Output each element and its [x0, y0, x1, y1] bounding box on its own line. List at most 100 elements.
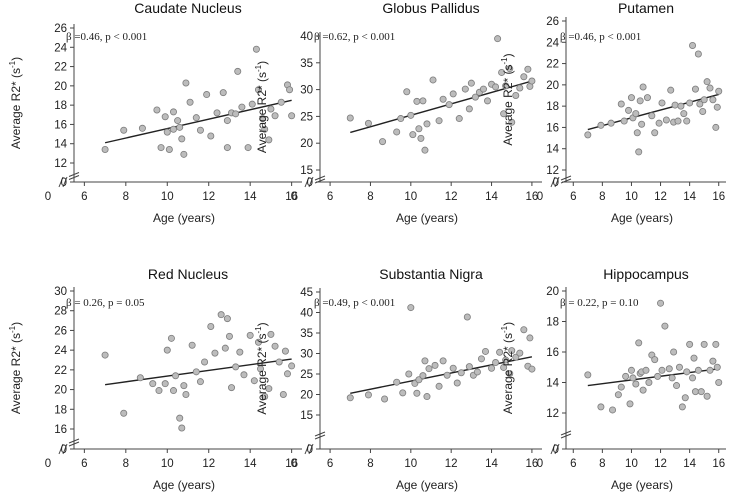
data-point — [223, 117, 231, 125]
data-point — [163, 346, 171, 354]
y-tick-label: 12 — [546, 408, 559, 420]
data-point — [706, 366, 714, 374]
data-point — [703, 78, 711, 86]
y-tick-label: 16 — [54, 119, 67, 131]
y-tick-label: 40 — [300, 31, 313, 43]
y-tick-label: 20 — [300, 390, 313, 402]
data-point — [633, 129, 641, 137]
data-point — [213, 109, 221, 117]
x-tick-label: 0 — [45, 458, 51, 470]
data-point — [271, 112, 279, 120]
data-point — [439, 357, 447, 365]
data-point — [419, 372, 427, 380]
data-point — [465, 105, 473, 113]
data-point — [257, 365, 265, 373]
y-tick-label: 20 — [546, 80, 559, 92]
data-point — [435, 382, 443, 390]
data-point — [207, 132, 215, 140]
data-point — [238, 103, 246, 111]
data-point — [691, 388, 699, 396]
data-point — [520, 73, 528, 81]
data-point — [445, 101, 453, 109]
y-axis-break — [68, 175, 80, 180]
data-point — [419, 97, 427, 105]
data-point — [629, 374, 637, 382]
x-tick-label: 14 — [485, 458, 498, 470]
data-point — [651, 356, 659, 364]
data-point — [500, 363, 508, 371]
data-point — [683, 368, 691, 376]
data-point — [281, 347, 289, 355]
data-point — [261, 125, 269, 133]
data-point — [101, 145, 109, 153]
y-tick-label: 26 — [54, 325, 67, 337]
data-point — [502, 356, 510, 364]
data-point — [163, 128, 171, 136]
data-point — [465, 363, 473, 371]
y-tick-label: 16 — [546, 347, 559, 359]
data-point — [149, 380, 157, 388]
data-point — [662, 116, 670, 124]
data-point — [667, 86, 675, 94]
data-point — [192, 368, 200, 376]
y-axis-break — [314, 434, 326, 440]
chart-panel-3: Putamen β =0.46, p < 0.001 12 14 16 18 20 22 24 2… — [500, 0, 726, 225]
y-axis-label: Average R2* (s-1) — [8, 322, 23, 414]
data-point — [492, 83, 500, 91]
data-point — [275, 358, 283, 366]
data-point — [706, 84, 714, 92]
data-point — [364, 391, 372, 399]
data-point — [636, 97, 644, 105]
data-point — [415, 376, 423, 384]
data-point — [244, 144, 252, 152]
data-point — [675, 363, 683, 371]
data-point — [477, 355, 485, 363]
data-point — [661, 322, 669, 330]
x-tick-label: 8 — [367, 191, 373, 203]
y-tick-label: 24 — [546, 37, 559, 49]
data-point — [471, 93, 479, 101]
data-point — [155, 387, 163, 395]
data-point — [473, 368, 481, 376]
data-point — [261, 392, 269, 400]
data-point — [699, 107, 707, 115]
data-point — [709, 96, 717, 104]
y-axis-break — [560, 175, 572, 181]
data-point — [228, 384, 236, 392]
x-tick-label: 14 — [485, 191, 498, 203]
data-point — [481, 347, 489, 355]
data-point — [283, 370, 291, 378]
y-axis-break — [68, 172, 80, 177]
data-point — [259, 115, 267, 123]
y-tick-label: 20 — [54, 81, 67, 93]
data-point — [668, 374, 676, 382]
data-point — [346, 394, 354, 402]
x-tick-label: 10 — [161, 458, 174, 470]
x-axis-break — [304, 443, 310, 455]
data-point — [512, 91, 520, 99]
data-point — [407, 304, 415, 312]
data-point — [690, 354, 698, 362]
data-point — [449, 364, 457, 372]
y-tick-label: 26 — [54, 23, 67, 35]
data-point — [694, 366, 702, 374]
data-point — [157, 144, 165, 152]
x-tick-label: 12 — [202, 458, 215, 470]
data-point — [617, 383, 625, 391]
data-point — [211, 349, 219, 357]
data-point — [286, 86, 294, 94]
data-point — [709, 357, 717, 365]
data-point — [423, 120, 431, 128]
data-point — [232, 110, 240, 118]
x-tick-label: 12 — [654, 458, 667, 470]
data-point — [528, 365, 536, 373]
data-point — [425, 365, 433, 373]
data-point — [520, 326, 528, 334]
data-point — [665, 365, 673, 373]
data-point — [467, 79, 475, 87]
panel-title: Hippocampus — [603, 266, 689, 282]
data-point — [161, 380, 169, 388]
data-point — [431, 361, 439, 369]
stat-annotation: β =0.49, p < 0.001 — [314, 297, 395, 309]
data-point — [403, 88, 411, 96]
